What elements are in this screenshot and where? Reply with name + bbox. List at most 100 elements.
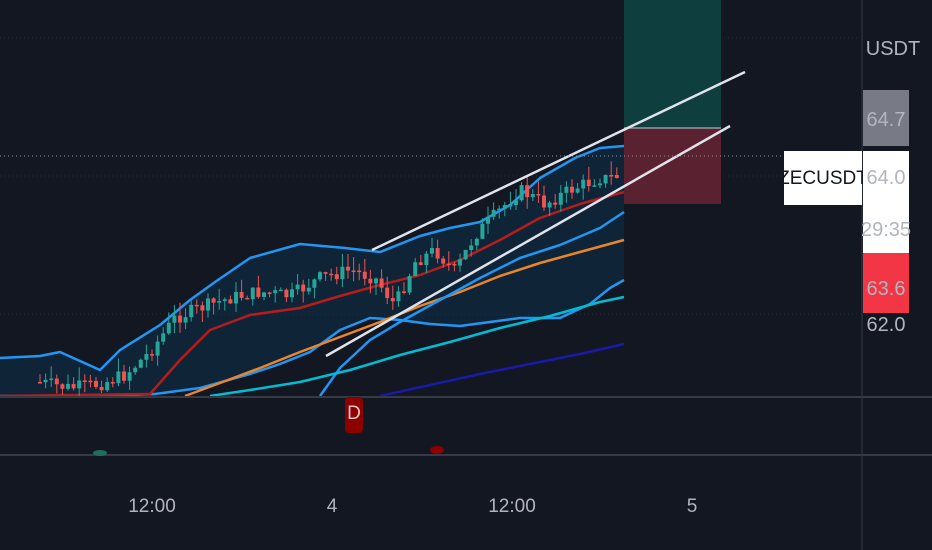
candle-down: [570, 186, 574, 193]
candle-up: [290, 289, 294, 298]
candle-down: [536, 194, 541, 196]
candle-up: [497, 208, 502, 211]
time-tick: 12:00: [128, 496, 176, 517]
candle-up: [491, 209, 496, 217]
candle-up: [592, 185, 597, 187]
candle-up: [547, 202, 552, 208]
candle-up: [581, 179, 586, 189]
candle-up: [486, 216, 490, 224]
candle-up: [424, 253, 429, 265]
symbol-label-box: [784, 151, 862, 205]
time-tick: 5: [687, 496, 698, 517]
candle-up: [155, 341, 160, 356]
candle-up: [273, 290, 278, 294]
channel-line-upper[interactable]: [371, 70, 746, 252]
candle-down: [267, 292, 272, 294]
candle-down: [71, 383, 76, 389]
candle-up: [77, 380, 82, 389]
price-tick: 62.0: [867, 314, 906, 336]
candle-down: [194, 304, 199, 307]
candle-down: [38, 382, 42, 384]
candle-up: [469, 245, 474, 251]
indicator-marker[interactable]: D: [345, 397, 363, 433]
candle-down: [284, 289, 289, 298]
candle-up: [278, 289, 283, 292]
price-marker-lower-label: 63.6: [867, 278, 906, 300]
candle-up: [166, 322, 171, 334]
candle-down: [586, 179, 591, 187]
bollinger-upper-line: [0, 144, 625, 372]
candle-down: [239, 291, 244, 298]
candle-down: [614, 175, 619, 178]
ema-blue-line: [318, 210, 625, 397]
candle-down: [346, 266, 350, 271]
indicator-dot-red: [430, 446, 444, 454]
candle-up: [312, 279, 317, 288]
candle-down: [323, 272, 328, 274]
candle-down: [362, 271, 367, 279]
price-marker-upper-label: 64.7: [867, 109, 906, 131]
candle-down: [525, 185, 530, 198]
candle-down: [200, 305, 205, 311]
candle-down: [418, 262, 423, 265]
candle-up: [234, 291, 238, 304]
candle-up: [250, 287, 255, 300]
candle-up: [116, 371, 121, 384]
candle-up: [66, 383, 70, 389]
candle-down: [82, 380, 87, 382]
candle-up: [206, 298, 210, 311]
candle-up: [480, 223, 485, 239]
candle-down: [54, 378, 59, 385]
candle-up: [306, 287, 311, 292]
candle-down: [452, 264, 457, 266]
candle-down: [122, 371, 126, 381]
candle-up: [49, 378, 54, 381]
candle-down: [357, 270, 362, 273]
candle-up: [374, 278, 378, 284]
candle-down: [351, 270, 356, 273]
price-axis[interactable]: USDT 62.0 64.7 ZECUSDT 64.0 29:35 63.6: [778, 38, 920, 336]
candle-up: [558, 192, 563, 205]
candle-down: [542, 195, 546, 208]
candle-down: [60, 384, 65, 389]
candle-up: [508, 205, 513, 207]
band-fill: [0, 146, 624, 396]
candle-up: [598, 183, 602, 186]
candle-down: [256, 287, 261, 297]
indicator-dot-green: [93, 450, 107, 456]
candle-up: [127, 372, 132, 381]
candle-down: [228, 299, 233, 304]
candle-down: [435, 248, 440, 259]
candle-down: [402, 291, 406, 293]
indicator-lines: [0, 144, 625, 398]
candle-up: [430, 248, 434, 254]
candle-up: [262, 292, 266, 297]
ema-navy-line: [379, 342, 625, 398]
symbol-label: ZECUSDT: [778, 168, 868, 189]
candle-down: [211, 298, 216, 303]
candle-up: [172, 315, 177, 323]
candle-down: [150, 354, 154, 356]
candle-up: [407, 276, 412, 293]
candle-down: [88, 380, 93, 383]
candle-up: [340, 266, 345, 280]
price-marker-upper: [863, 90, 909, 146]
candle-up: [530, 194, 535, 198]
bar-countdown: 29:35: [861, 219, 911, 241]
candle-up: [458, 259, 462, 266]
candle-up: [413, 262, 418, 277]
candle-down: [609, 175, 614, 177]
candle-down: [334, 274, 339, 280]
candle-down: [301, 284, 306, 292]
ema-cyan-line: [209, 295, 625, 398]
currency-label: USDT: [866, 38, 920, 60]
candle-down: [385, 287, 390, 298]
target-zone[interactable]: [624, 0, 721, 128]
candlestick-series: [38, 161, 619, 397]
candle-up: [474, 238, 479, 246]
price-marker-lower: [863, 253, 909, 313]
candle-up: [396, 291, 401, 302]
candle-down: [368, 278, 373, 284]
channel-line-lower[interactable]: [325, 124, 731, 358]
